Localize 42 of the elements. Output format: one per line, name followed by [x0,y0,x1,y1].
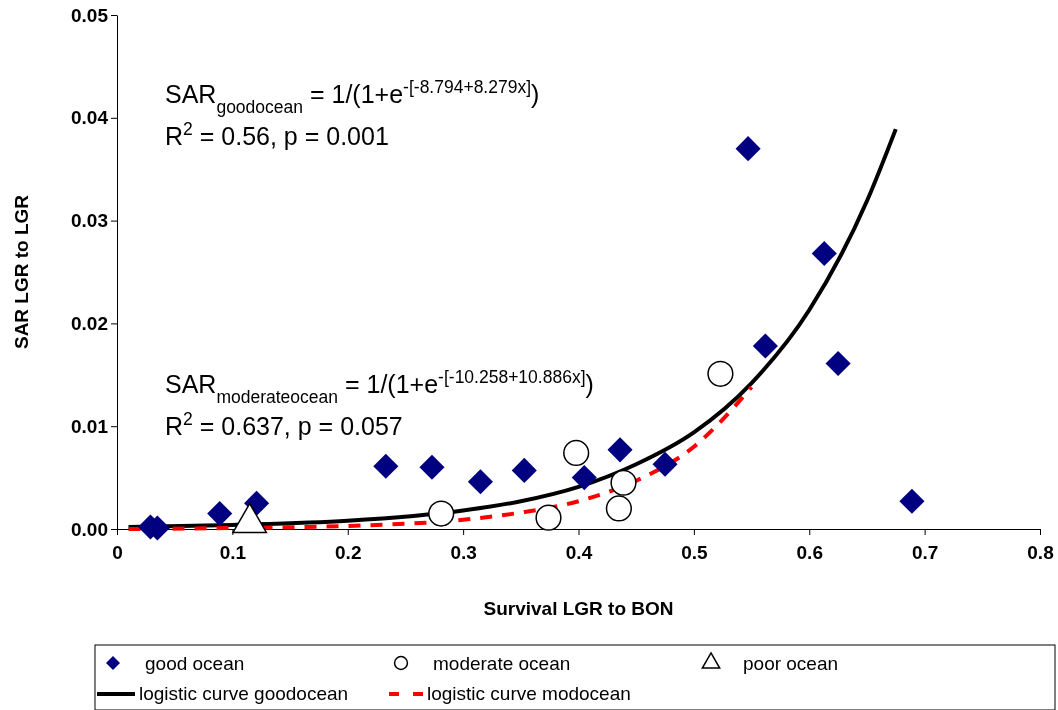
point [610,469,637,496]
annotation: R$^{2}$ = 0.56, p = 0.001 [165,119,389,150]
point [373,453,399,479]
x-tick-label: 0.1 [219,541,247,563]
point [207,501,233,527]
x-tick-label: 0.2 [335,541,362,563]
point [899,488,925,514]
x-tick-label: 0.5 [681,541,709,563]
point [811,240,837,267]
legend-label: poor ocean [743,653,839,674]
annotation: SAR$_{moderateocean}$ = 1/(1+e$^{-[-10.258+10.886x]}$) [165,367,594,407]
x-tick-label: 0.7 [911,541,939,563]
y-tick-label: 0.05 [71,4,109,26]
x-axis-title: Survival LGR to BON [483,598,674,619]
annotation: SAR$_{goodocean}$ = 1/(1+e$^{-[-8.794+8.279x]}$) [165,77,540,117]
legend-label: good ocean [145,653,245,674]
y-tick-label: 0.00 [71,518,108,540]
point [535,504,562,531]
point [825,350,851,377]
y-tick-label: 0.01 [71,415,109,437]
x-tick-label: 0.3 [450,541,477,563]
point [752,333,778,359]
x-tick-label: 0 [112,541,123,563]
point [735,136,761,162]
x-tick-label: 0.8 [1027,541,1054,563]
point [467,469,493,495]
point [419,454,445,480]
point [571,465,597,491]
x-tick-label: 0.4 [565,541,593,563]
y-tick-label: 0.03 [71,210,108,232]
legend-label: moderate ocean [433,653,571,674]
point [652,451,678,477]
y-tick-label: 0.02 [71,312,108,334]
x-tick-label: 0.6 [796,541,823,563]
y-tick-label: 0.04 [71,107,109,129]
legend-label: logistic curve goodocean [139,683,349,704]
point [607,437,633,463]
point [511,457,537,483]
point [428,500,455,527]
y-axis-title: SAR LGR to LGR [11,194,32,350]
annotation: R$^{2}$ = 0.637, p = 0.057 [165,409,403,440]
legend-label: logistic curve modocean [427,683,631,704]
